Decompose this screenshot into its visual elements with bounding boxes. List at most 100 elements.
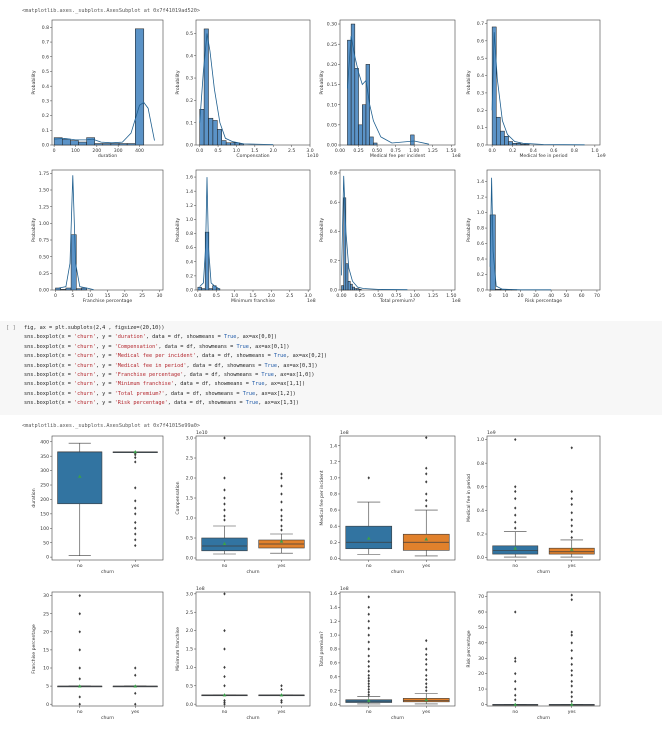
histogram-bar xyxy=(135,28,145,146)
histogram-bar xyxy=(204,231,210,291)
y-tick-label: 0.00 xyxy=(327,143,337,149)
histogram-bar xyxy=(53,137,63,146)
box-flier xyxy=(134,460,137,464)
box-flier xyxy=(425,498,428,503)
y-tick-label: 0.0 xyxy=(186,702,193,708)
y-tick-label: 0.0 xyxy=(330,556,337,562)
box-mean-marker xyxy=(569,547,574,551)
code-line: sns.boxplot(x = 'churn', y = 'Medical fe… xyxy=(24,362,318,369)
y-tick-label: 300 xyxy=(40,468,49,474)
y-tick-label: 0.25 xyxy=(39,271,49,277)
axis-offset-label: 1e8 xyxy=(307,298,316,304)
x-tick-label: 300 xyxy=(114,148,123,154)
histogram-bar xyxy=(70,234,77,291)
box-flier xyxy=(425,639,428,643)
x-tick-label: 30 xyxy=(533,293,539,299)
y-tick-label: 0.50 xyxy=(39,254,49,260)
axes-frame xyxy=(51,19,164,146)
x-tick-label: yes xyxy=(131,564,140,569)
y-tick-label: 0.4 xyxy=(42,84,49,90)
box-flier xyxy=(223,436,226,440)
box-body xyxy=(402,698,450,703)
y-tick-label: 0.8 xyxy=(186,231,193,237)
y-tick-label: 0.8 xyxy=(330,492,337,498)
box-flier xyxy=(425,504,428,508)
box-flier xyxy=(223,514,226,518)
cell-run-prompt[interactable]: [ ] xyxy=(6,325,16,331)
y-tick-label: 0.1 xyxy=(186,120,193,126)
x-tick-label: 2.0 xyxy=(270,148,277,154)
y-tick-label: 40 xyxy=(478,640,484,646)
axis-offset-label: 1e8 xyxy=(452,298,461,304)
histogram-bar xyxy=(369,136,374,146)
y-tick-label: 1.0 xyxy=(477,210,484,216)
box-flier xyxy=(367,676,370,680)
box-body xyxy=(492,704,539,706)
y-axis-label: Probability xyxy=(466,70,472,95)
box-flier xyxy=(514,485,517,489)
box-mean-marker xyxy=(513,702,518,706)
y-tick-label: 0.5 xyxy=(186,536,193,542)
box-flier xyxy=(134,538,137,542)
code-cell[interactable]: [ ] fig, ax = plt.subplots(2,4 , figsize… xyxy=(0,321,662,415)
histogram-bar xyxy=(225,142,231,146)
box-flier xyxy=(570,511,573,515)
x-axis-label: Franchise percentage xyxy=(83,298,133,304)
box-flier xyxy=(280,698,283,703)
histogram-bar xyxy=(65,287,72,291)
x-axis-label: Minimum franchise xyxy=(231,298,275,304)
box-flier xyxy=(570,684,573,688)
box-mean-marker xyxy=(222,693,227,697)
box-flier xyxy=(425,689,428,693)
x-tick-label: yes xyxy=(422,564,431,569)
y-tick-label: 0.6 xyxy=(477,484,484,490)
y-tick-label: 0.1 xyxy=(42,128,49,134)
x-tick-label: 1.0 xyxy=(591,148,598,154)
y-tick-label: 0.0 xyxy=(477,288,484,294)
x-tick-label: yes xyxy=(422,710,431,715)
box-mean-marker xyxy=(424,697,429,702)
x-tick-label: 50 xyxy=(563,293,569,299)
y-tick-label: 0.75 xyxy=(39,238,49,244)
x-tick-label: yes xyxy=(278,564,287,569)
axes-frame xyxy=(339,435,456,561)
histogram-bar xyxy=(212,285,217,291)
box-flier xyxy=(570,679,573,683)
box-mean-marker xyxy=(513,546,518,550)
x-tick-label: yes xyxy=(278,710,287,715)
box-body xyxy=(492,545,539,555)
histogram-bar xyxy=(356,288,360,291)
box-flier xyxy=(425,652,428,657)
y-tick-label: 0.2 xyxy=(186,98,193,104)
box-flier xyxy=(570,502,573,507)
y-tick-label: 100 xyxy=(40,526,49,532)
box-flier xyxy=(280,476,283,480)
code-line: sns.boxplot(x = 'churn', y = 'Medical fe… xyxy=(24,353,328,360)
y-tick-label: 0.4 xyxy=(186,53,193,59)
axes-frame xyxy=(195,435,311,561)
y-tick-label: 15 xyxy=(43,648,49,654)
box-mean-marker xyxy=(133,450,138,454)
axis-offset-label: 1e10 xyxy=(307,153,319,159)
kde-line xyxy=(489,177,552,291)
y-tick-label: 0.8 xyxy=(330,647,337,653)
box-flier xyxy=(514,489,517,494)
box-mean-marker xyxy=(222,541,227,545)
y-axis-label: Probability xyxy=(31,218,37,243)
y-tick-label: 0.0 xyxy=(42,143,49,149)
box-flier xyxy=(223,647,226,651)
x-tick-label: 0 xyxy=(53,148,56,154)
histogram-bar xyxy=(94,143,104,146)
x-tick-label: no xyxy=(77,710,83,715)
y-tick-label: 0.4 xyxy=(477,508,484,514)
box-flier xyxy=(280,684,283,688)
y-tick-label: 0.5 xyxy=(186,683,193,689)
y-tick-label: 0.5 xyxy=(186,31,193,37)
box-flier xyxy=(425,472,428,476)
histogram-bar xyxy=(126,143,136,146)
histogram-bar xyxy=(212,120,218,146)
y-axis-label: Probability xyxy=(466,218,472,243)
box-flier xyxy=(223,518,226,522)
x-axis-label: duration xyxy=(98,153,117,159)
histogram-bar xyxy=(345,263,349,291)
